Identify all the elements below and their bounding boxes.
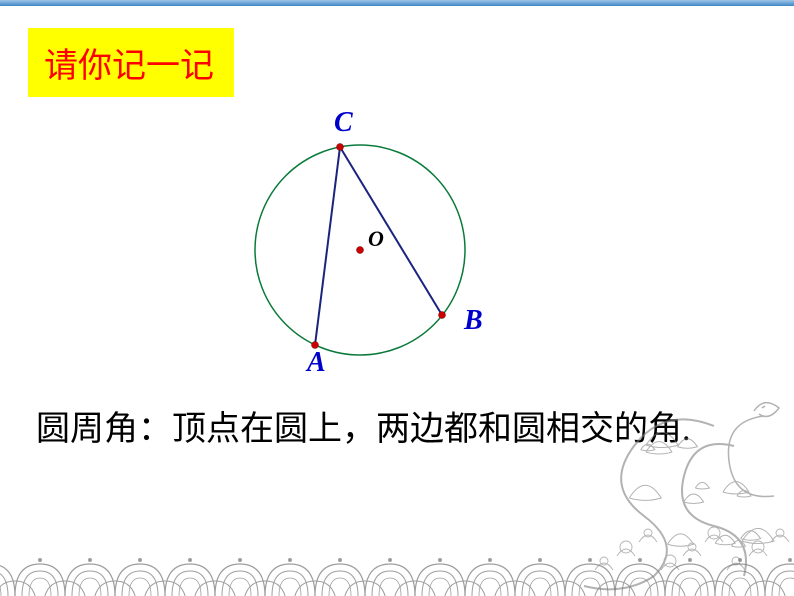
line-CB (340, 147, 442, 315)
label-O: O (368, 226, 384, 252)
top-gradient-bar (0, 0, 794, 6)
title-text: 请你记一记 (44, 47, 214, 85)
center-O-dot (357, 247, 364, 254)
circle-diagram: C A B O (210, 110, 510, 390)
label-A: A (307, 347, 326, 379)
dragon-decoration (514, 386, 794, 596)
point-B-dot (439, 312, 446, 319)
diagram-svg (210, 110, 510, 400)
label-C: C (334, 107, 353, 139)
point-C-dot (337, 144, 344, 151)
title-box: 请你记一记 (28, 28, 234, 97)
line-CA (315, 147, 340, 345)
label-B: B (464, 305, 483, 337)
